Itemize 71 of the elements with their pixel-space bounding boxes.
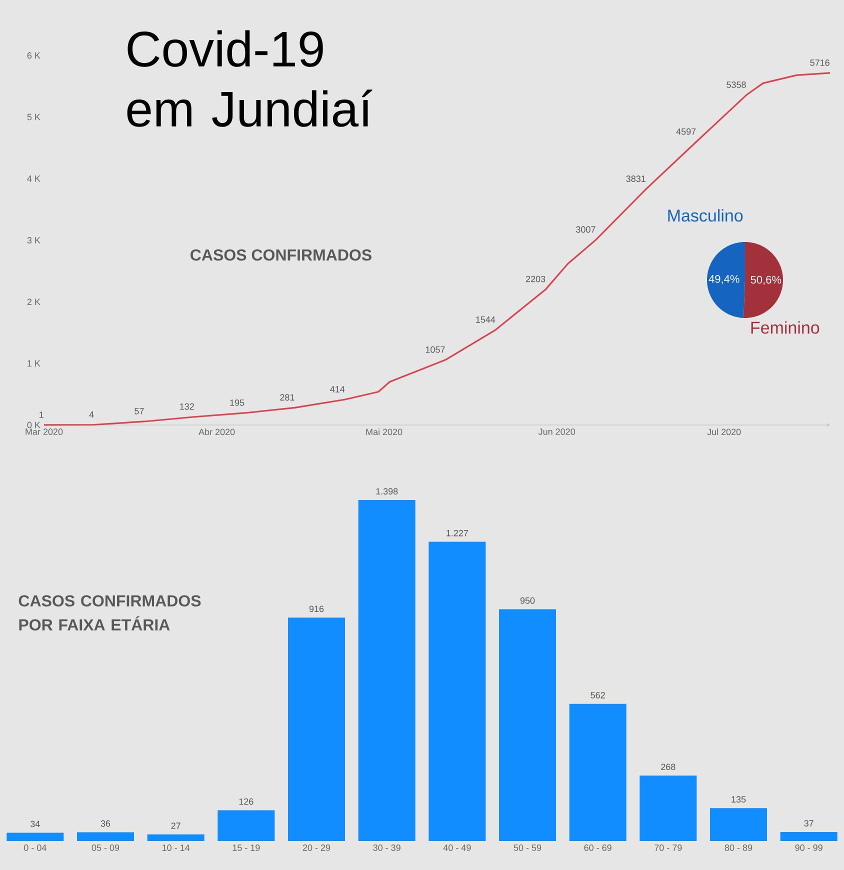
y-tick-label: 6 K [27, 52, 40, 59]
x-tick-label: 0 - 04 [24, 844, 46, 851]
bar [77, 832, 134, 841]
slice-label: Feminino [751, 321, 820, 334]
x-tick-label: 60 - 69 [584, 844, 612, 851]
data-label: 562 [590, 692, 605, 698]
bar [780, 832, 838, 841]
x-tick-label: 20 - 29 [302, 844, 330, 851]
x-tick-label: 80 - 89 [724, 844, 752, 851]
y-tick-label: 2 K [27, 298, 40, 305]
bar [358, 500, 416, 841]
x-tick-label: 70 - 79 [654, 844, 682, 851]
x-tick-label: 90 - 99 [795, 844, 822, 851]
data-label: 1.398 [376, 488, 398, 495]
x-tick-label: 50 - 59 [514, 844, 542, 851]
bar [569, 704, 626, 841]
data-label: 5358 [726, 82, 746, 88]
x-tick-label: 40 - 49 [443, 844, 471, 851]
bar [147, 834, 204, 841]
x-tick-label: 30 - 39 [373, 844, 400, 851]
data-label: 135 [732, 796, 746, 803]
bar [640, 776, 697, 841]
bar [6, 832, 64, 841]
data-label: 37 [804, 820, 814, 826]
chart-title: Covid-19 em Jundiaí [127, 30, 372, 127]
data-label: 916 [309, 606, 324, 612]
bar [428, 542, 486, 841]
x-tick-label: Mai 2020 [366, 428, 402, 436]
text: CASOS CONFIRMADOS [190, 249, 372, 261]
data-label: 2203 [526, 276, 546, 282]
data-label: 414 [330, 386, 345, 392]
data-label: 1544 [476, 316, 496, 323]
y-tick-label: 4 K [27, 176, 40, 182]
data-label: 195 [230, 399, 244, 406]
x-tick-label: 15 - 19 [232, 844, 260, 851]
data-label: 1.227 [446, 530, 468, 536]
data-label: 268 [661, 764, 676, 770]
data-label: 1057 [426, 346, 445, 353]
data-label: 50,6% [750, 276, 782, 285]
data-label: 5716 [810, 59, 830, 66]
y-tick-label: 0 K [27, 422, 40, 428]
x-tick-label: Abr 2020 [198, 428, 235, 436]
data-label: 36 [100, 820, 110, 827]
bar [499, 609, 556, 841]
line-series [43, 72, 831, 426]
data-label: 27 [171, 822, 180, 829]
y-tick-label: 1 K [28, 360, 40, 367]
data-label: 950 [520, 597, 535, 604]
data-label: 3831 [626, 176, 646, 182]
data-label: 4597 [676, 128, 696, 135]
data-label: 3007 [576, 226, 596, 233]
y-tick-label: 3 K [27, 237, 40, 244]
data-label: 49,4% [708, 275, 740, 284]
bar [288, 618, 345, 841]
bar [710, 808, 768, 841]
y-tick-label: 5 K [27, 114, 40, 120]
x-tick-label: Mar 2020 [26, 428, 63, 435]
data-label: 281 [280, 394, 294, 401]
text: CASOS CONFIRMADOS POR FAIXA ETÁRIA [18, 595, 201, 631]
bar [218, 810, 275, 841]
slice-label: Masculino [668, 209, 743, 222]
data-label: 132 [180, 403, 194, 410]
x-tick-label: 10 - 14 [162, 844, 190, 851]
x-tick-label: 05 - 09 [92, 844, 120, 851]
data-label: 4 [89, 411, 94, 418]
data-label: 126 [239, 798, 254, 805]
data-label: 1 [40, 412, 44, 418]
data-label: 34 [30, 820, 40, 828]
data-label: 57 [134, 408, 144, 414]
x-tick-label: Jul 2020 [707, 428, 741, 436]
x-tick-label: Jun 2020 [538, 428, 576, 435]
